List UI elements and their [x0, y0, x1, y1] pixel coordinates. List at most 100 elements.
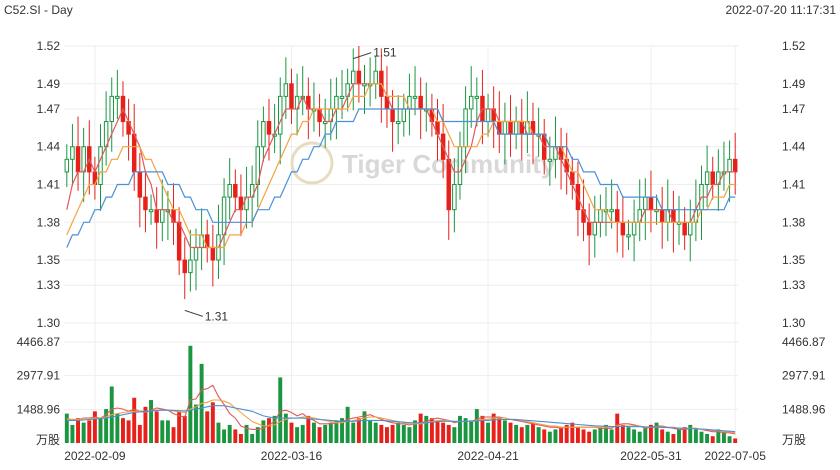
candle-body — [412, 95, 418, 99]
volume-bar — [283, 413, 288, 443]
volume-y-tick-right: 2977.91 — [782, 369, 826, 383]
volume-bar — [604, 424, 608, 443]
volume-bar — [643, 427, 648, 443]
volume-bar — [699, 431, 704, 443]
price-y-tick-left: 1.52 — [37, 39, 61, 53]
volume-bar — [177, 411, 182, 443]
candle-body — [143, 196, 148, 211]
volume-bar — [272, 415, 277, 443]
volume-bar — [587, 431, 592, 443]
volume-bar — [581, 429, 586, 443]
volume-ma-line — [66, 405, 736, 433]
price-y-tick-right: 1.35 — [782, 253, 806, 267]
volume-bar — [671, 433, 676, 443]
volume-bar — [429, 418, 434, 443]
volume-bar — [345, 406, 350, 443]
candle-body — [64, 158, 70, 173]
candle-body — [339, 95, 345, 99]
annotation-label: 1.31 — [205, 309, 229, 323]
volume-y-tick-left: 1488.96 — [17, 402, 61, 416]
price-y-tick-left: 1.44 — [37, 140, 61, 154]
candle-body — [278, 95, 283, 135]
volume-bar — [665, 431, 670, 443]
candle-body — [626, 234, 631, 238]
price-y-tick-left: 1.41 — [37, 178, 61, 192]
candle-body — [648, 196, 654, 211]
volume-bar — [486, 422, 491, 443]
volume-y-tick-left: 4466.87 — [17, 335, 61, 349]
price-y-tick-left: 1.49 — [37, 77, 61, 91]
volume-bar — [727, 436, 732, 443]
volume-bar — [300, 424, 305, 443]
candle-body — [210, 246, 216, 261]
volume-bar — [227, 424, 232, 443]
volume-bar — [160, 420, 165, 443]
volume-y-tick-right: 1488.96 — [782, 402, 826, 416]
candle-body — [289, 83, 294, 110]
candle-body — [70, 146, 75, 160]
x-axis-tick: 2022-03-16 — [261, 449, 323, 463]
volume-ma-line — [66, 384, 736, 435]
volume-bar — [250, 433, 255, 443]
candle-body — [732, 158, 738, 173]
volume-bar — [615, 413, 620, 443]
candle-body — [643, 196, 648, 211]
volume-bar — [188, 345, 193, 443]
volume-bar — [637, 431, 642, 443]
candle-body — [547, 158, 553, 162]
candle-body — [468, 95, 474, 110]
candle-body — [193, 246, 199, 261]
candle-body — [682, 221, 687, 236]
candle-body — [401, 108, 407, 123]
volume-bar — [519, 427, 524, 443]
candle-body — [463, 108, 468, 148]
candle-body — [688, 221, 693, 236]
volume-bar — [564, 424, 569, 443]
volume-bar — [514, 424, 519, 443]
volume-bar — [261, 420, 266, 443]
volume-bar — [92, 411, 97, 443]
volume-bar — [497, 418, 502, 443]
volume-bar — [255, 427, 260, 443]
volume-bar — [570, 422, 575, 443]
volume-bar — [660, 429, 665, 443]
volume-bar — [553, 429, 558, 443]
volume-bar — [407, 427, 412, 443]
annotation-leader — [353, 52, 372, 60]
price-y-tick-right: 1.47 — [782, 102, 806, 116]
volume-unit-right: 万股 — [782, 433, 806, 447]
candle-body — [115, 95, 120, 99]
volume-bar — [210, 402, 215, 443]
volume-bar — [216, 422, 221, 443]
volume-bar — [508, 422, 513, 443]
volume-bar — [401, 424, 406, 443]
price-y-tick-right: 1.38 — [782, 215, 806, 229]
candle-body — [227, 184, 232, 198]
price-y-tick-right: 1.33 — [782, 278, 806, 292]
volume-bar — [677, 429, 681, 443]
volume-bar — [87, 420, 92, 443]
volume-bar — [547, 431, 552, 443]
candle-body — [154, 209, 159, 223]
annotation-label: 1.51 — [373, 46, 397, 60]
candle-body — [485, 108, 491, 123]
volume-bar — [396, 422, 401, 443]
x-axis-tick: 2022-05-31 — [620, 449, 682, 463]
candle-body — [457, 146, 463, 186]
volume-bar — [362, 411, 367, 443]
candle-body — [98, 146, 103, 186]
volume-bar — [81, 422, 86, 443]
volume-bar — [418, 413, 423, 443]
volume-bar — [463, 418, 468, 443]
volume-bar — [295, 427, 300, 443]
price-y-tick-left: 1.33 — [37, 278, 61, 292]
volume-bar — [373, 422, 378, 443]
candle-body — [395, 121, 401, 125]
volume-bar — [480, 415, 485, 443]
volume-bar — [323, 424, 328, 443]
candle-body — [131, 133, 137, 173]
symbol-label: C52.SI - Day — [4, 3, 73, 17]
volume-bar — [502, 420, 507, 443]
